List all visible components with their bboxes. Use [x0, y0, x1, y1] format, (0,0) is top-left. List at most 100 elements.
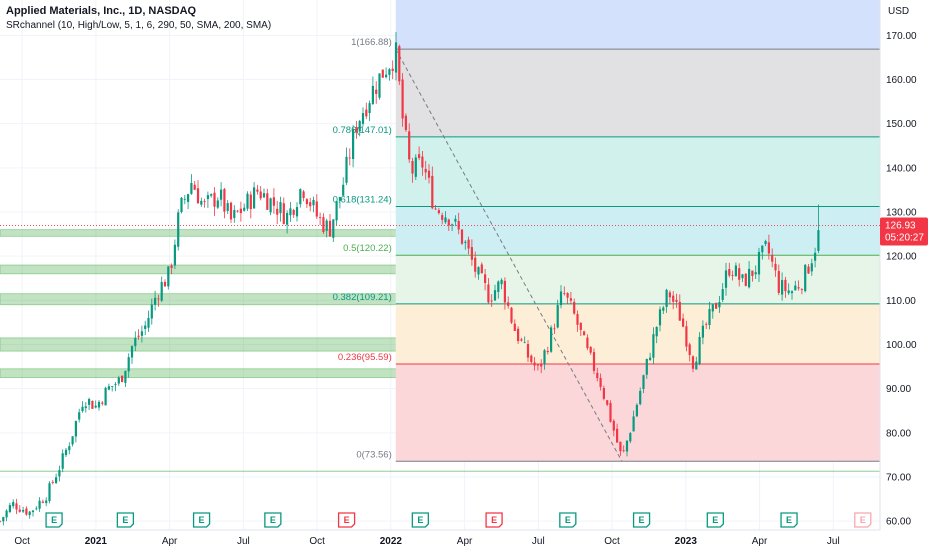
candle-body	[302, 191, 305, 199]
candle-body	[71, 436, 74, 445]
earnings-marker-label: E	[639, 515, 645, 525]
candle-body	[68, 446, 71, 451]
earnings-marker[interactable]: E	[411, 512, 429, 528]
candle-body	[385, 74, 388, 78]
candle-body	[319, 217, 322, 218]
earnings-marker[interactable]: E	[706, 512, 724, 528]
x-tick-label: Jul	[827, 536, 840, 547]
candle-body	[629, 433, 632, 442]
candle-body	[592, 352, 596, 371]
candle-body	[754, 272, 757, 275]
fib-trend-line[interactable]	[395, 48, 623, 462]
candle-body	[183, 198, 186, 200]
earnings-marker-shape[interactable]	[559, 512, 577, 528]
candle-body	[401, 79, 404, 119]
candle-body	[487, 284, 490, 303]
candle-body	[328, 220, 332, 237]
earnings-marker-shape[interactable]	[485, 512, 503, 528]
candle-body	[771, 254, 774, 262]
earnings-marker[interactable]: E	[485, 512, 503, 528]
candle-body	[510, 307, 513, 323]
y-tick-label: 140.00	[886, 163, 917, 174]
y-tick-label: 130.00	[886, 208, 917, 219]
earnings-marker[interactable]: E	[337, 512, 356, 528]
candle-body	[78, 412, 81, 420]
candle-body	[388, 69, 391, 75]
candle-body	[662, 307, 665, 311]
earnings-marker-shape[interactable]	[411, 512, 429, 528]
candle-body	[800, 289, 803, 291]
earnings-marker[interactable]: E	[264, 512, 282, 528]
earnings-marker[interactable]: E	[116, 512, 135, 528]
candle-body	[398, 46, 401, 82]
earnings-marker-shape[interactable]	[854, 512, 872, 528]
candle-body	[784, 279, 787, 292]
earnings-marker-label: E	[491, 515, 497, 525]
candle-body	[332, 219, 335, 238]
candle-body	[322, 217, 325, 232]
candle-body	[507, 302, 510, 306]
candle-body	[685, 326, 688, 347]
candle-body	[589, 346, 592, 353]
earnings-marker-shape[interactable]	[337, 512, 356, 528]
earnings-marker-shape[interactable]	[780, 512, 798, 528]
candle-body	[543, 350, 546, 365]
candle-body	[361, 113, 365, 124]
candle-body	[797, 287, 800, 289]
candle-body	[484, 274, 487, 283]
y-tick-label: 170.00	[886, 31, 917, 42]
candle-body	[569, 298, 572, 301]
candle-body	[672, 295, 675, 302]
earnings-marker-shape[interactable]	[116, 512, 135, 528]
candle-body	[625, 440, 629, 452]
earnings-marker[interactable]: E	[854, 512, 872, 528]
candle-body	[239, 208, 242, 214]
earnings-marker-label: E	[122, 515, 128, 525]
candle-body	[25, 508, 28, 515]
candle-body	[540, 363, 543, 367]
earnings-marker-shape[interactable]	[706, 512, 724, 528]
candle-body	[807, 266, 810, 274]
earnings-marker-shape[interactable]	[45, 512, 63, 528]
candle-body	[249, 194, 252, 210]
candle-body	[229, 202, 233, 220]
candle-body	[757, 251, 761, 275]
candle-body	[368, 103, 371, 114]
candle-body	[579, 322, 582, 330]
indicator-label[interactable]: SRchannel (10, High/Low, 5, 1, 6, 290, 5…	[6, 20, 272, 31]
candle-body	[559, 291, 563, 306]
x-tick-label: 2023	[675, 536, 698, 547]
candle-body	[272, 197, 275, 206]
candle-body	[140, 331, 143, 336]
candle-body	[658, 309, 662, 326]
earnings-marker[interactable]: E	[192, 512, 211, 528]
candle-body	[269, 198, 272, 213]
fibonacci-layer[interactable]: 1(166.88) 0.786(147.01) 0.618(131.24) 0.5(1…	[333, 0, 880, 462]
candle-body	[315, 201, 318, 217]
earnings-marker[interactable]: E	[45, 512, 63, 528]
candle-body	[817, 230, 820, 251]
candle-body	[705, 323, 708, 325]
candle-body	[223, 189, 226, 212]
earnings-marker[interactable]: E	[632, 512, 651, 528]
earnings-marker-shape[interactable]	[632, 512, 651, 528]
earnings-marker[interactable]: E	[780, 512, 798, 528]
earnings-marker[interactable]: E	[559, 512, 577, 528]
candle-body	[583, 331, 586, 336]
earnings-marker-label: E	[51, 515, 57, 525]
candle-body	[790, 291, 794, 294]
earnings-marker-shape[interactable]	[264, 512, 282, 528]
candle-body	[91, 400, 94, 409]
candle-body	[0, 520, 2, 522]
y-tick-label: 100.00	[886, 340, 917, 351]
candle-body	[444, 217, 447, 223]
candle-body	[97, 401, 101, 408]
candle-body	[503, 280, 506, 303]
fib-level-label: 0.5(120.22)	[343, 243, 392, 254]
fib-level-label: 0.618(131.24)	[333, 195, 392, 206]
candle-body	[157, 298, 160, 300]
earnings-marker-shape[interactable]	[192, 512, 211, 528]
candle-body	[563, 293, 566, 294]
